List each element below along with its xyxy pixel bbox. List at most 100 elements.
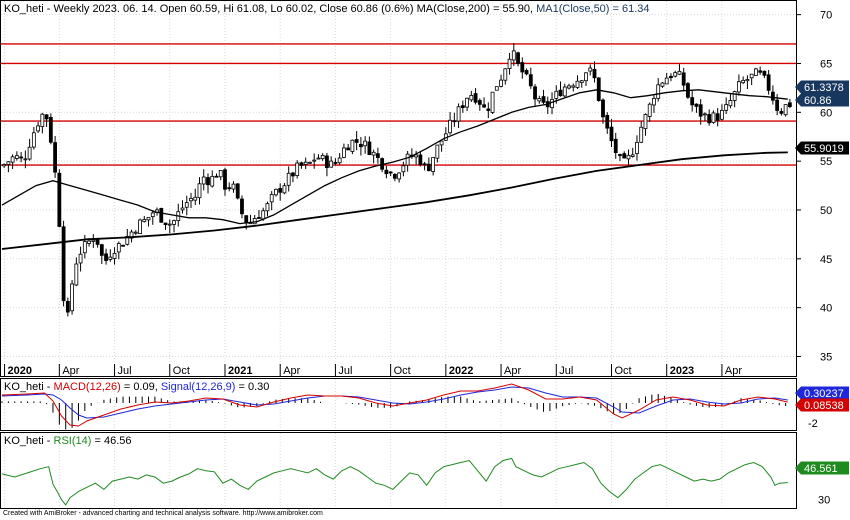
x-tick-label: Oct [394, 365, 411, 377]
badge-signal: 0.30237 [804, 388, 844, 400]
candle-body [223, 169, 227, 190]
badge-ma50-bg [795, 80, 849, 94]
candle-body [274, 188, 278, 196]
macd-y-tick-label: -2 [808, 418, 818, 430]
rsi-label: RSI(14) [54, 435, 92, 447]
candle-body [172, 220, 176, 225]
y-axis-ticks: 35 40 45 50 55 60 65 70 -2 30 [796, 10, 832, 507]
candle-body [647, 103, 652, 117]
candle-body [57, 172, 62, 227]
rsi-series [1, 457, 788, 506]
candle-body [129, 231, 134, 239]
y-tick-label: 65 [820, 58, 832, 70]
rsi-value: = 46.56 [91, 435, 131, 447]
candle-body [218, 170, 223, 178]
horizontal-levels [1, 43, 796, 166]
candle-body [707, 114, 712, 124]
x-tick-label: 2022 [449, 365, 473, 377]
candle-body [104, 253, 108, 261]
x-tick-label: 2023 [670, 365, 694, 377]
candle-body [252, 218, 257, 225]
candle-body [783, 104, 788, 116]
badge-macd-bg [795, 398, 849, 412]
y-tick-label: 40 [820, 303, 832, 315]
candle-body [108, 256, 113, 260]
candle-body [210, 175, 215, 187]
candle-body [53, 142, 57, 173]
candle-body [269, 194, 274, 203]
candle-body [371, 151, 376, 156]
x-tick-label: Apr [62, 365, 79, 377]
candle-body [291, 172, 295, 177]
candle-body [116, 243, 121, 253]
y-tick-label: 60 [820, 107, 832, 119]
y-tick-label: 45 [820, 254, 832, 266]
x-tick-label: Oct [614, 365, 631, 377]
candle-body [516, 52, 520, 64]
candle-body [584, 72, 588, 82]
candle-body [596, 77, 601, 102]
candle-body [312, 159, 317, 162]
candle-body [78, 253, 83, 264]
candle-body [112, 252, 117, 259]
x-tick-label: Oct [173, 365, 190, 377]
x-tick-label: Jul [559, 365, 573, 377]
candle-body [244, 215, 249, 224]
candle-body [44, 114, 49, 120]
candle-body [758, 70, 763, 73]
ma200-line [1, 151, 788, 250]
candle-body [652, 98, 656, 106]
candle-body [720, 109, 724, 120]
candle-body [329, 160, 334, 168]
candle-body [482, 104, 486, 108]
macd-value: = 0.09, [121, 381, 161, 393]
candle-body [448, 119, 452, 134]
candle-body [19, 156, 24, 159]
y-tick-label: 70 [820, 10, 832, 22]
candle-body [541, 96, 546, 103]
candle-body [414, 154, 419, 158]
candle-body [180, 207, 185, 211]
candle-body [520, 62, 525, 73]
macd-line [1, 383, 788, 427]
candle-body [762, 70, 767, 76]
candle-body [40, 113, 45, 128]
candle-body [745, 79, 750, 82]
candle-body [27, 146, 32, 160]
candle-body [265, 203, 270, 212]
candle-body [669, 75, 673, 79]
candle-body [133, 231, 138, 234]
candle-body [278, 188, 283, 193]
candle-body [575, 80, 580, 88]
x-axis-ticks: 2020 Apr Jul Oct 2021 Apr Jul Oct 2022 Apr Jul Oct 2… [4, 364, 742, 377]
candle-body [193, 196, 198, 201]
candle-body [138, 219, 142, 234]
candle-body [316, 157, 321, 160]
candle-body [231, 183, 236, 190]
candle-body [618, 154, 622, 156]
signal-value: = 0.30 [235, 381, 269, 393]
candle-body [159, 207, 164, 223]
candle-body [732, 91, 737, 101]
rsi-panel-frame [0, 432, 797, 509]
candle-body [6, 161, 11, 165]
badge-ma200-bg [795, 141, 849, 155]
candle-body [690, 97, 695, 106]
y-tick-label: 35 [820, 351, 832, 363]
candle-body [460, 105, 465, 109]
price-panel-frame [0, 0, 797, 377]
candle-body [490, 91, 495, 113]
x-tick-label: Jul [338, 365, 352, 377]
candle-body [235, 183, 240, 199]
candle-body [664, 77, 669, 85]
candle-body [358, 143, 363, 148]
candle-body [384, 169, 389, 175]
badge-close-bg [795, 93, 849, 107]
candle-body [214, 175, 219, 178]
signal-line [1, 386, 788, 419]
footer-credit: Created with AmiBroker - advanced charti… [3, 510, 323, 517]
candle-body [499, 79, 503, 87]
candle-body [605, 114, 610, 129]
candle-body [125, 235, 130, 245]
candle-body [142, 219, 147, 223]
